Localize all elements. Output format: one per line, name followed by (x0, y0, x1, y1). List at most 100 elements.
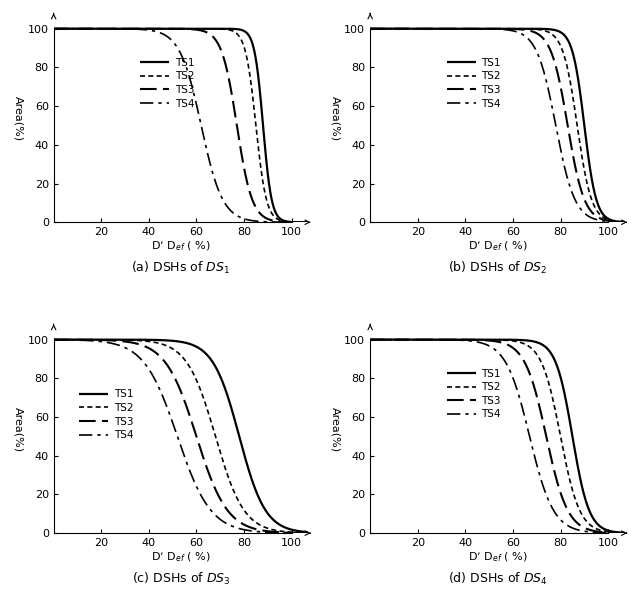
TS2 (173, 25, 181, 32)
TS4 (380, 25, 387, 32)
Legend: TS1, TS2, TS3, TS4: TS1, TS2, TS3, TS4 (79, 389, 133, 440)
Line: TS1: TS1 (370, 340, 625, 533)
TS2 (483, 336, 491, 343)
TS4 (380, 336, 387, 343)
TS2 (366, 336, 374, 343)
TS4 (50, 336, 58, 343)
Legend: TS1, TS2, TS3, TS4: TS1, TS2, TS3, TS4 (140, 58, 194, 109)
Y-axis label: Area(%): Area(%) (14, 407, 24, 452)
TS4 (366, 25, 374, 32)
TS2 (490, 336, 498, 343)
TS3 (173, 25, 181, 32)
TS3 (621, 218, 628, 225)
TS2 (50, 336, 58, 343)
TS2 (297, 529, 305, 536)
Y-axis label: Area(%): Area(%) (330, 96, 340, 141)
Line: TS3: TS3 (370, 29, 625, 222)
TS4 (167, 35, 175, 43)
TS3 (173, 380, 181, 387)
Line: TS2: TS2 (370, 340, 625, 533)
TS3 (297, 219, 305, 226)
Line: TS2: TS2 (54, 29, 308, 222)
TS3 (167, 25, 175, 32)
TS4 (297, 529, 305, 537)
TS4 (621, 219, 628, 226)
TS4 (305, 529, 312, 537)
TS3 (366, 336, 374, 343)
TS3 (50, 336, 58, 343)
Line: TS4: TS4 (370, 29, 625, 222)
TS2 (380, 336, 387, 343)
X-axis label: D’ D$_{ef}$ ( %): D’ D$_{ef}$ ( %) (151, 551, 211, 564)
Line: TS1: TS1 (370, 29, 625, 222)
TS2 (63, 336, 70, 343)
TS4 (483, 25, 491, 32)
TS1 (297, 528, 305, 535)
TS2 (614, 529, 621, 536)
TS3 (614, 529, 621, 537)
Text: (d) DSHs of $DS_4$: (d) DSHs of $DS_4$ (447, 570, 547, 587)
TS1 (63, 336, 70, 343)
TS1 (305, 528, 312, 535)
Text: (b) DSHs of $DS_2$: (b) DSHs of $DS_2$ (448, 260, 547, 276)
TS1 (173, 25, 181, 32)
TS3 (614, 218, 621, 225)
TS3 (621, 529, 628, 537)
TS1 (305, 219, 312, 226)
TS2 (250, 517, 258, 525)
TS3 (483, 337, 491, 344)
TS1 (250, 483, 258, 490)
TS3 (490, 25, 498, 32)
Line: TS2: TS2 (370, 29, 625, 222)
TS2 (483, 25, 491, 32)
Text: (a) DSHs of $DS_1$: (a) DSHs of $DS_1$ (131, 260, 230, 276)
TS2 (50, 25, 58, 32)
TS3 (380, 336, 387, 343)
TS3 (297, 529, 305, 537)
TS1 (490, 336, 498, 343)
TS4 (613, 529, 621, 537)
TS1 (297, 219, 305, 226)
TS1 (621, 218, 628, 225)
TS3 (167, 367, 175, 374)
TS4 (305, 219, 312, 226)
Y-axis label: Area(%): Area(%) (14, 96, 24, 141)
TS2 (567, 480, 575, 487)
TS1 (567, 43, 575, 50)
TS2 (567, 81, 575, 88)
TS3 (567, 511, 575, 519)
TS4 (250, 528, 258, 535)
TS4 (63, 25, 70, 32)
TS3 (250, 525, 258, 532)
TS1 (614, 218, 621, 225)
TS2 (297, 219, 305, 226)
TS2 (621, 218, 628, 225)
TS2 (613, 529, 621, 536)
TS1 (490, 25, 498, 32)
TS4 (613, 218, 621, 225)
TS1 (297, 219, 305, 226)
Legend: TS1, TS2, TS3, TS4: TS1, TS2, TS3, TS4 (447, 58, 500, 109)
TS2 (305, 529, 312, 537)
Line: TS3: TS3 (54, 29, 308, 222)
TS2 (297, 529, 305, 536)
TS4 (621, 529, 628, 537)
TS4 (250, 217, 258, 224)
TS3 (490, 338, 498, 345)
Line: TS4: TS4 (370, 340, 625, 533)
Line: TS3: TS3 (54, 340, 308, 533)
Line: TS3: TS3 (370, 340, 625, 533)
Line: TS1: TS1 (54, 340, 308, 532)
TS4 (173, 433, 181, 440)
TS3 (297, 529, 305, 537)
TS1 (614, 529, 621, 536)
TS2 (63, 25, 70, 32)
TS1 (483, 25, 491, 32)
Line: TS1: TS1 (54, 29, 308, 222)
TS4 (366, 336, 374, 343)
TS1 (167, 337, 175, 344)
TS3 (613, 529, 621, 537)
TS3 (63, 336, 70, 343)
TS3 (297, 219, 305, 226)
X-axis label: D’ D$_{ef}$ ( %): D’ D$_{ef}$ ( %) (468, 240, 527, 254)
